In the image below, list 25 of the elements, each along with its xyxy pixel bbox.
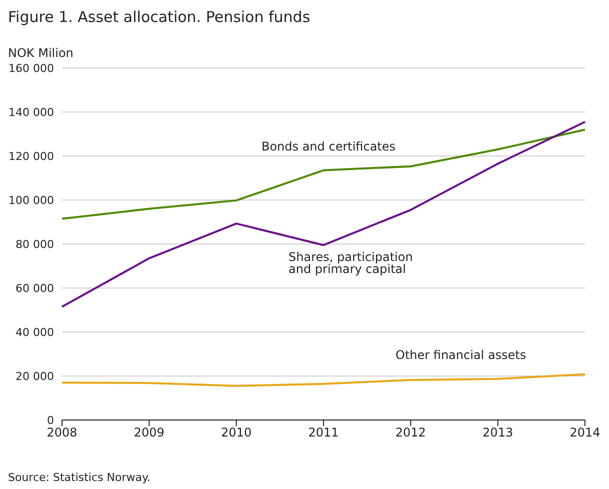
y-tick-label: 160 000 bbox=[8, 62, 54, 75]
line-series bbox=[61, 373, 586, 387]
y-tick-label: 140 000 bbox=[8, 106, 54, 119]
x-tick-label: 2014 bbox=[570, 426, 600, 440]
x-tick-label: 2009 bbox=[134, 426, 164, 440]
series-label: Other financial assets bbox=[396, 348, 526, 362]
line-series bbox=[61, 128, 586, 220]
x-tick-label: 2013 bbox=[482, 426, 514, 440]
y-tick-label: 20 000 bbox=[16, 370, 54, 383]
y-tick-label: 100 000 bbox=[8, 194, 54, 207]
y-tick-label: 120 000 bbox=[8, 150, 54, 163]
x-tick-label: 2008 bbox=[46, 426, 78, 440]
y-tick-label: 40 000 bbox=[16, 326, 54, 339]
x-tick-label: 2012 bbox=[395, 426, 426, 440]
chart-title: Figure 1. Asset allocation. Pension funds bbox=[8, 8, 310, 26]
series-label: Shares, participation and primary capital bbox=[288, 250, 413, 276]
x-tick-label: 2011 bbox=[308, 426, 339, 440]
y-tick-label: 80 000 bbox=[16, 238, 54, 251]
y-tick-label: 0 bbox=[47, 414, 54, 427]
x-tick-label: 2010 bbox=[221, 426, 252, 440]
source-note: Source: Statistics Norway. bbox=[8, 471, 150, 484]
series-label: Bonds and certificates bbox=[261, 139, 396, 154]
y-tick-label: 60 000 bbox=[16, 282, 54, 295]
line-series bbox=[61, 120, 586, 308]
y-axis-title: NOK Milion bbox=[8, 46, 74, 60]
